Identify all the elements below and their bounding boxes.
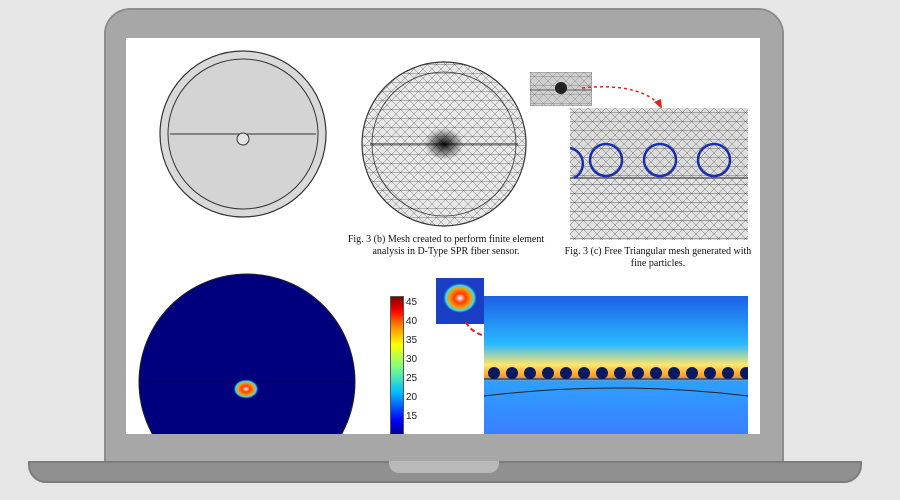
fiber-geometry-diagram	[159, 50, 327, 218]
laptop-notch	[389, 461, 499, 473]
mesh-inset-thumbnail	[530, 72, 592, 106]
free-triangular-mesh-zoom	[570, 108, 748, 240]
caption-fig-c: Fig. 3 (c) Free Triangular mesh generate…	[564, 246, 752, 269]
field-inset-thumbnail	[436, 278, 484, 324]
laptop-screen: Fig. 3 (b) Mesh created to perform finit…	[126, 38, 760, 434]
colorbar-tick: 45	[406, 297, 418, 308]
colorbar-tick: 35	[406, 335, 418, 346]
colorbar-tick: 30	[406, 354, 418, 365]
colorbar	[390, 296, 404, 434]
colorbar-tick: 25	[406, 373, 418, 384]
colorbar-tick: 40	[406, 316, 418, 327]
colorbar-tick: 20	[406, 392, 418, 403]
field-plot	[138, 273, 356, 434]
plasmonic-field-zoom	[484, 296, 748, 434]
caption-fig-b: Fig. 3 (b) Mesh created to perform finit…	[347, 234, 545, 257]
mesh-diagram	[361, 61, 527, 227]
colorbar-tick: 15	[406, 411, 418, 422]
arrow-icon	[581, 86, 662, 109]
